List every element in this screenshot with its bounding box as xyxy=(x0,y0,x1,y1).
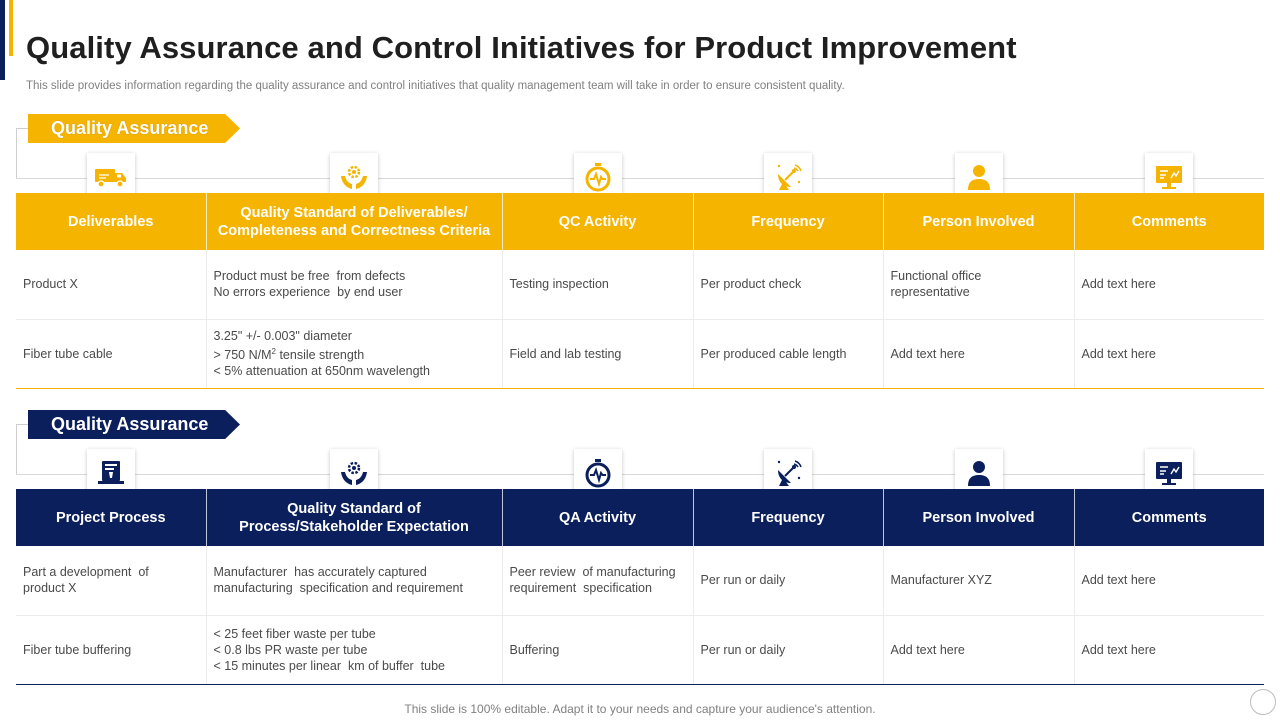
cell-line: Manufacturer has accurately captured xyxy=(213,565,427,580)
cell-deliverable: Fiber tube cable xyxy=(16,319,207,389)
cell-standard: Product must be free from defects No err… xyxy=(206,250,503,320)
cell-text: > 750 N/M xyxy=(213,348,272,363)
cell-line: representative xyxy=(890,285,970,300)
header-line: Quality Standard of xyxy=(287,500,421,517)
cell-standard: Manufacturer has accurately captured man… xyxy=(206,546,503,616)
cell-text: tensile strength xyxy=(275,348,365,363)
header-line: Process/Stakeholder Expectation xyxy=(239,518,469,535)
table-row: Fiber tube cable 3.25" +/- 0.003" diamet… xyxy=(16,319,1264,389)
cell-standard: < 25 feet fiber waste per tube < 0.8 lbs… xyxy=(206,615,503,685)
header-person-involved: Person Involved xyxy=(883,489,1075,546)
header-qa-activity: QA Activity xyxy=(502,489,694,546)
cell-line: > 750 N/M2 tensile strength xyxy=(214,344,495,363)
cell-process: Fiber tube buffering xyxy=(16,615,207,685)
section-banner: Quality Assurance xyxy=(28,114,240,143)
header-quality-standard: Quality Standard of Deliverables/ Comple… xyxy=(206,193,503,250)
cell-line: Functional office xyxy=(890,269,982,284)
cell-deliverable: Product X xyxy=(16,250,207,320)
section-divider xyxy=(16,178,1264,179)
cell-person: Add text here xyxy=(883,319,1075,389)
cell-person: Add text here xyxy=(883,615,1075,685)
cell-line: No errors experience by end user xyxy=(213,285,403,300)
cell-activity: Field and lab testing xyxy=(502,319,694,389)
cell-comments: Add text here xyxy=(1074,615,1264,685)
section-banner: Quality Assurance xyxy=(28,410,240,439)
section-bracket xyxy=(16,424,30,474)
cell-standard: 3.25" +/- 0.003" diameter > 750 N/M2 ten… xyxy=(206,319,503,389)
header-project-process: Project Process xyxy=(16,489,207,546)
header-deliverables: Deliverables xyxy=(16,193,207,250)
cell-frequency: Per run or daily xyxy=(693,615,884,685)
cell-comments: Add text here xyxy=(1074,250,1264,320)
cell-line: < 15 minutes per linear km of buffer tub… xyxy=(213,658,446,673)
accent-bar-gold xyxy=(9,0,13,56)
section-bracket xyxy=(16,128,30,178)
cell-line: product X xyxy=(23,581,77,596)
footer-note: This slide is 100% editable. Adapt it to… xyxy=(404,702,876,716)
table-header-row: Deliverables Quality Standard of Deliver… xyxy=(16,193,1264,250)
table-row: Product X Product must be free from defe… xyxy=(16,250,1264,320)
cell-activity: Peer review of manufacturing requirement… xyxy=(502,546,694,616)
accent-bar-navy xyxy=(0,0,5,80)
cell-activity: Buffering xyxy=(502,615,694,685)
cell-line: 3.25" +/- 0.003" diameter xyxy=(213,328,352,343)
cell-person: Manufacturer XYZ xyxy=(883,546,1075,616)
quality-assurance-table: Project Process Quality Standard of Proc… xyxy=(16,489,1264,685)
cell-line: Product must be free from defects xyxy=(213,269,406,284)
header-comments: Comments xyxy=(1074,193,1264,250)
page-subtitle: This slide provides information regardin… xyxy=(26,80,845,92)
cell-frequency: Per run or daily xyxy=(693,546,884,616)
header-frequency: Frequency xyxy=(693,193,884,250)
header-comments: Comments xyxy=(1074,489,1264,546)
cell-person: Functional office representative xyxy=(883,250,1075,320)
cell-line: < 0.8 lbs PR waste per tube xyxy=(213,642,368,657)
header-person-involved: Person Involved xyxy=(883,193,1075,250)
cell-line: Peer review of manufacturing xyxy=(509,565,676,580)
table-header-row: Project Process Quality Standard of Proc… xyxy=(16,489,1264,546)
cell-line: < 25 feet fiber waste per tube xyxy=(213,626,376,641)
section-divider xyxy=(16,474,1264,475)
cell-line: < 5% attenuation at 650nm wavelength xyxy=(213,364,430,379)
page-title: Quality Assurance and Control Initiative… xyxy=(26,30,1017,65)
header-quality-standard: Quality Standard of Process/Stakeholder … xyxy=(206,489,503,546)
cell-line: Part a development of xyxy=(23,565,149,580)
cell-line: manufacturing specification and requirem… xyxy=(213,581,463,596)
header-qc-activity: QC Activity xyxy=(502,193,694,250)
cell-process: Part a development of product X xyxy=(16,546,207,616)
table-row: Fiber tube buffering < 25 feet fiber was… xyxy=(16,615,1264,685)
quality-control-table: Deliverables Quality Standard of Deliver… xyxy=(16,193,1264,389)
superscript: 2 xyxy=(271,346,276,356)
table-row: Part a development of product X Manufact… xyxy=(16,546,1264,616)
page-indicator xyxy=(1250,689,1276,715)
cell-frequency: Per produced cable length xyxy=(693,319,884,389)
cell-activity: Testing inspection xyxy=(502,250,694,320)
header-frequency: Frequency xyxy=(693,489,884,546)
cell-frequency: Per product check xyxy=(693,250,884,320)
cell-line: requirement specification xyxy=(509,581,652,596)
cell-comments: Add text here xyxy=(1074,546,1264,616)
cell-comments: Add text here xyxy=(1074,319,1264,389)
